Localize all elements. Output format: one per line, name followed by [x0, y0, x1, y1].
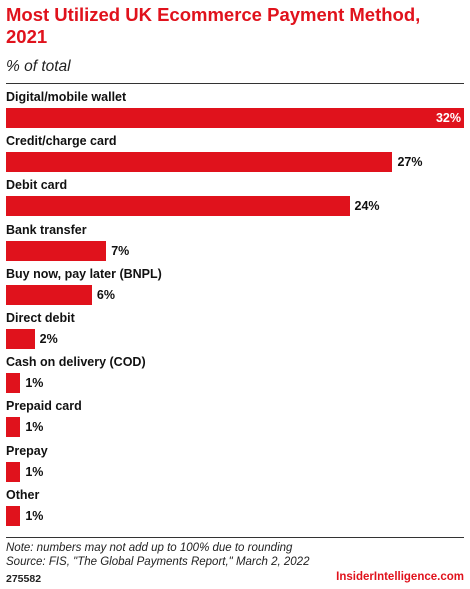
bar	[6, 461, 21, 482]
category-label: Prepay	[6, 443, 48, 458]
value-label: 6%	[96, 287, 115, 302]
chart-notes: Note: numbers may not add up to 100% due…	[6, 541, 309, 569]
chart-subtitle: % of total	[6, 58, 71, 75]
category-label: Bank transfer	[6, 222, 87, 237]
value-label: 27%	[397, 155, 423, 170]
bar	[6, 505, 21, 526]
category-label: Direct debit	[6, 311, 75, 325]
bottom-divider	[6, 537, 464, 538]
value-label: 1%	[25, 376, 44, 391]
category-label: Credit/charge card	[6, 134, 117, 149]
bar	[6, 108, 464, 128]
value-label: 1%	[25, 420, 44, 435]
category-label: Debit card	[6, 178, 68, 193]
chart-title: Most Utilized UK Ecommerce Payment Metho…	[6, 4, 421, 47]
note-text: Note: numbers may not add up to 100% due…	[6, 542, 293, 554]
value-label: 32%	[435, 111, 461, 125]
value-label: 1%	[25, 464, 44, 479]
value-label: 1%	[25, 508, 44, 523]
category-label: Cash on delivery (COD)	[6, 355, 146, 370]
source-text: Source: FIS, "The Global Payments Report…	[6, 556, 310, 568]
bar	[6, 196, 350, 217]
bar	[6, 152, 393, 173]
top-divider	[6, 83, 464, 84]
brand-link[interactable]: InsiderIntelligence.com	[336, 571, 464, 583]
bar	[6, 240, 107, 261]
category-label: Prepaid card	[6, 399, 82, 414]
value-label: 24%	[354, 199, 380, 214]
bar	[6, 417, 21, 438]
value-label: 2%	[39, 332, 58, 346]
bar	[6, 329, 35, 349]
category-label: Other	[6, 487, 40, 502]
category-label: Buy now, pay later (BNPL)	[6, 266, 162, 281]
category-label: Digital/mobile wallet	[6, 90, 127, 104]
bar-chart: Digital/mobile wallet 32% Credit/charge ca…	[0, 86, 470, 532]
bar	[6, 373, 21, 394]
chart-id: 275582	[6, 573, 42, 585]
value-label: 7%	[111, 243, 130, 258]
bar	[6, 284, 92, 305]
